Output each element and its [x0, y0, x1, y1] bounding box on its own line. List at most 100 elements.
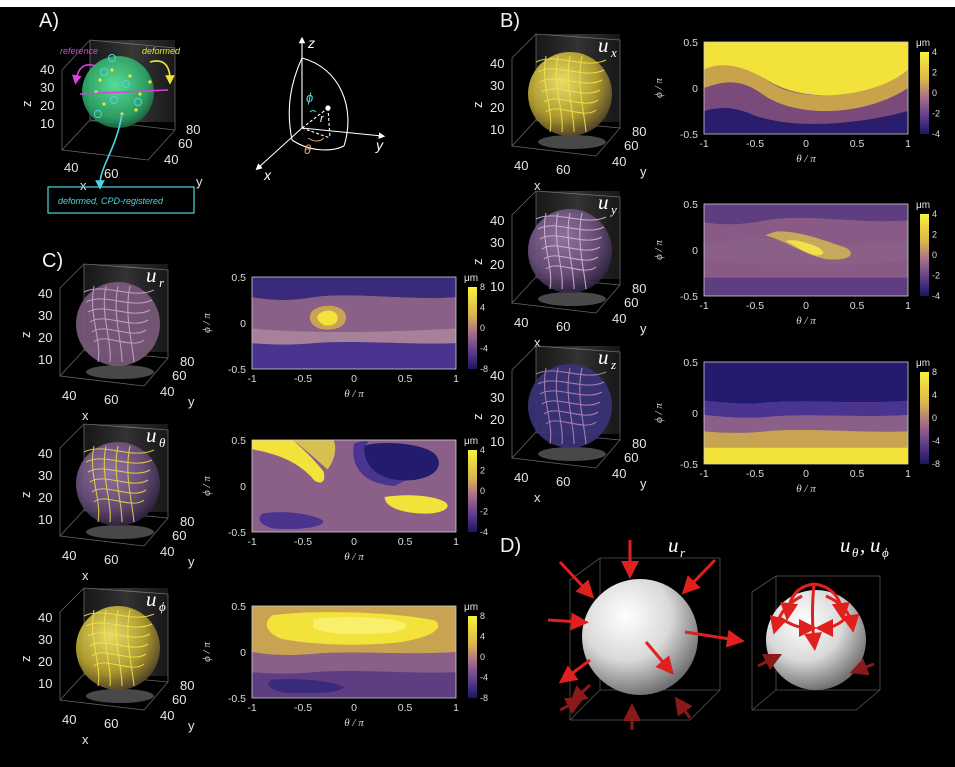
colorbar-tick: 4 [932, 390, 937, 400]
map-x-label: θ / π [796, 483, 816, 495]
z-tick: 20 [490, 412, 504, 427]
label-sep: , [860, 540, 865, 557]
colorbar-tick: -8 [932, 459, 940, 469]
colorbar-tick: 4 [480, 445, 485, 455]
z-axis-label: z [18, 656, 33, 663]
map-y-label: ϕ / π [653, 403, 665, 423]
map-y-tick: 0 [692, 245, 698, 257]
colorbar-tick: -8 [480, 693, 488, 703]
z-tick: 30 [38, 632, 52, 647]
z-tick: 30 [490, 235, 504, 250]
y-tick: 60 [172, 368, 186, 383]
colorbar-tick: -2 [932, 109, 940, 119]
y-tick: 60 [172, 528, 186, 543]
label-utheta-main: u [840, 540, 851, 557]
map-x-tick: 0 [351, 373, 357, 385]
label-uphi-sub: ϕ [882, 545, 889, 560]
x-axis-label: x [80, 178, 87, 193]
label-utheta-sub: θ [852, 545, 859, 560]
colorbar-tick: -4 [932, 436, 940, 446]
z-axis-label: z [19, 101, 34, 108]
colorbar-tick: 8 [480, 611, 485, 621]
map-y-label: ϕ / π [653, 240, 665, 260]
z-tick: 40 [38, 610, 52, 625]
coord-r-label: r [320, 113, 325, 125]
x-axis-label: x [534, 335, 541, 350]
component-label-uz: u [598, 345, 609, 369]
map-x-tick: -1 [699, 138, 708, 150]
map-y-tick: -0.5 [228, 527, 246, 539]
registered-label: deformed, CPD-registered [58, 196, 164, 206]
y-tick: 60 [624, 138, 638, 153]
panel-a-scatter: reference deformed 40 30 20 10 z 40 60 8… [19, 39, 203, 214]
map-y-tick: 0 [240, 647, 246, 659]
y-tick: 40 [612, 466, 626, 481]
x-tick: 40 [64, 160, 78, 175]
component-label-utheta: u [146, 423, 157, 447]
y-tick: 80 [632, 124, 646, 139]
map-y-tick: -0.5 [680, 129, 698, 141]
z-tick: 30 [490, 78, 504, 93]
component-sub-ux: x [610, 45, 617, 60]
map-x-label: θ / π [344, 551, 364, 563]
y-axis-label: y [640, 321, 647, 336]
map-y-label: ϕ / π [653, 78, 665, 98]
z-tick: 30 [38, 468, 52, 483]
colorbar-unit: μm [464, 602, 478, 613]
map-x-label: θ / π [344, 388, 364, 400]
colorbar-tick: 4 [932, 47, 937, 57]
z-tick: 20 [38, 330, 52, 345]
z-tick: 20 [490, 100, 504, 115]
map-x-tick: 1 [453, 536, 459, 548]
colorbar-tick: -4 [480, 527, 488, 537]
map-y-tick: 0.5 [231, 272, 246, 284]
colorbar-tick: 8 [932, 367, 937, 377]
map-y-tick: -0.5 [228, 693, 246, 705]
map-y-tick: 0.5 [683, 357, 698, 369]
map-y-label: ϕ / π [201, 476, 213, 496]
y-tick: 80 [632, 436, 646, 451]
map-x-tick: -1 [699, 300, 708, 312]
colorbar-tick: 2 [480, 466, 485, 476]
y-axis-label: y [640, 476, 647, 491]
x-tick: 40 [62, 548, 76, 563]
map-x-tick: 0 [803, 138, 809, 150]
colorbar-tick: 4 [480, 303, 485, 313]
x-axis-label: x [82, 732, 89, 747]
spherical-coordinates-diagram: z y x ϕ θ r [255, 35, 386, 183]
map-x-tick: 0.5 [398, 373, 413, 385]
top-border [0, 0, 955, 7]
colorbar-tick: 8 [480, 282, 485, 292]
coord-theta-label: θ [304, 142, 311, 157]
y-tick: 40 [160, 544, 174, 559]
y-axis-label: y [188, 394, 195, 409]
x-tick: 60 [556, 162, 570, 177]
map-x-tick: -0.5 [294, 702, 312, 714]
y-tick: 60 [172, 692, 186, 707]
map-x-tick: -0.5 [294, 536, 312, 548]
colorbar-tick: 0 [480, 323, 485, 333]
component-label-uy: u [598, 190, 609, 214]
z-tick: 20 [38, 490, 52, 505]
map-x-tick: -0.5 [294, 373, 312, 385]
x-tick: 60 [104, 392, 118, 407]
sphere-left [582, 579, 698, 695]
map-y-tick: -0.5 [680, 291, 698, 303]
y-tick: 60 [178, 136, 192, 151]
z-tick: 10 [490, 122, 504, 137]
map-x-label: θ / π [796, 315, 816, 327]
colorbar-unit: μm [464, 273, 478, 284]
colorbar-tick: 0 [932, 88, 937, 98]
z-tick: 30 [38, 308, 52, 323]
map-y-tick: 0 [692, 408, 698, 420]
z-tick: 10 [38, 512, 52, 527]
y-tick: 80 [180, 678, 194, 693]
y-axis-label: y [188, 554, 195, 569]
y-tick: 80 [180, 514, 194, 529]
colorbar-tick: 0 [480, 652, 485, 662]
